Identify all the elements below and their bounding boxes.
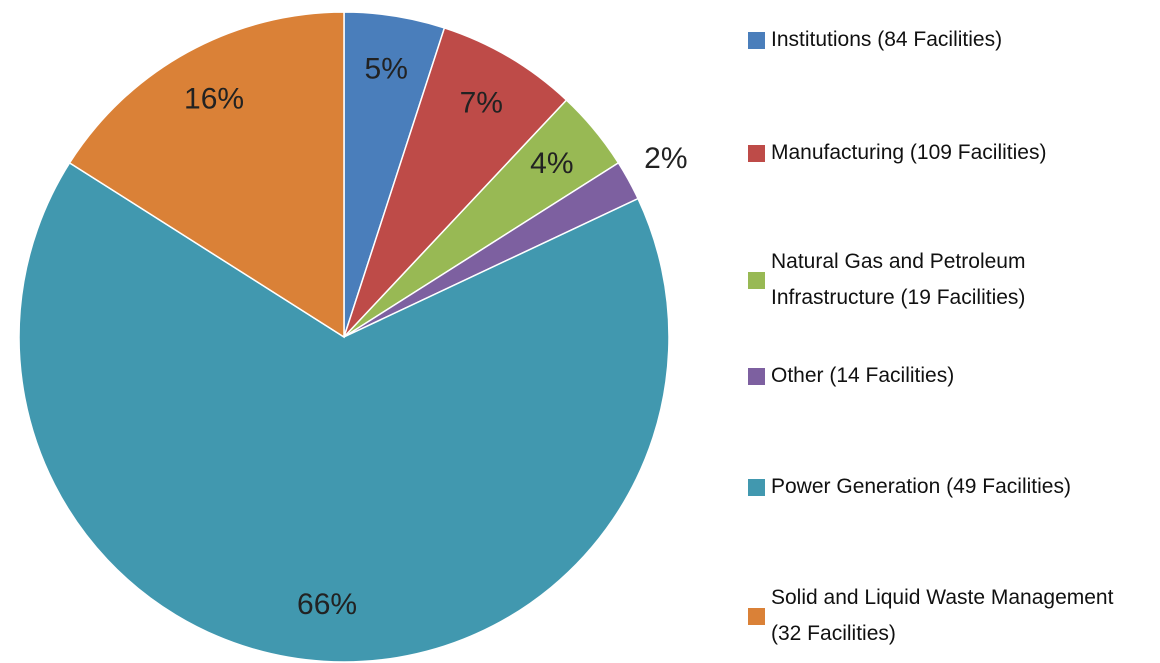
legend-label: Natural Gas and Petroleum Infrastructure… (771, 250, 1026, 309)
data-label: 7% (460, 87, 503, 120)
legend-item: Institutions (84 Facilities) (748, 22, 1148, 58)
data-label: 66% (297, 588, 357, 621)
pie-slice (343, 26, 568, 338)
legend-label: Institutions (84 Facilities) (771, 28, 1003, 51)
data-label: 5% (365, 52, 408, 85)
legend-label: Solid and Liquid Waste Management (32 Fa… (771, 586, 1114, 645)
legend-swatch (748, 271, 765, 289)
legend-swatch (748, 607, 765, 625)
legend-item: Power Generation (49 Facilities) (748, 469, 1148, 505)
legend-swatch (748, 144, 765, 162)
data-label: 16% (184, 83, 244, 116)
legend-item: Manufacturing (109 Facilities) (748, 135, 1148, 171)
pie-slice (68, 11, 345, 339)
data-label: 2% (644, 142, 687, 175)
legend-swatch (748, 367, 765, 385)
legend-item: Other (14 Facilities) (748, 358, 1148, 394)
legend-swatch (748, 478, 765, 496)
legend-label: Other (14 Facilities) (771, 364, 955, 387)
data-label: 4% (530, 147, 573, 180)
legend-swatch (748, 31, 765, 49)
legend-label: Manufacturing (109 Facilities) (771, 141, 1047, 164)
legend-label: Power Generation (49 Facilities) (771, 475, 1071, 498)
pie-slice (18, 161, 670, 663)
legend-item: Solid and Liquid Waste Management (32 Fa… (748, 580, 1148, 652)
legend-item: Natural Gas and Petroleum Infrastructure… (748, 244, 1148, 316)
